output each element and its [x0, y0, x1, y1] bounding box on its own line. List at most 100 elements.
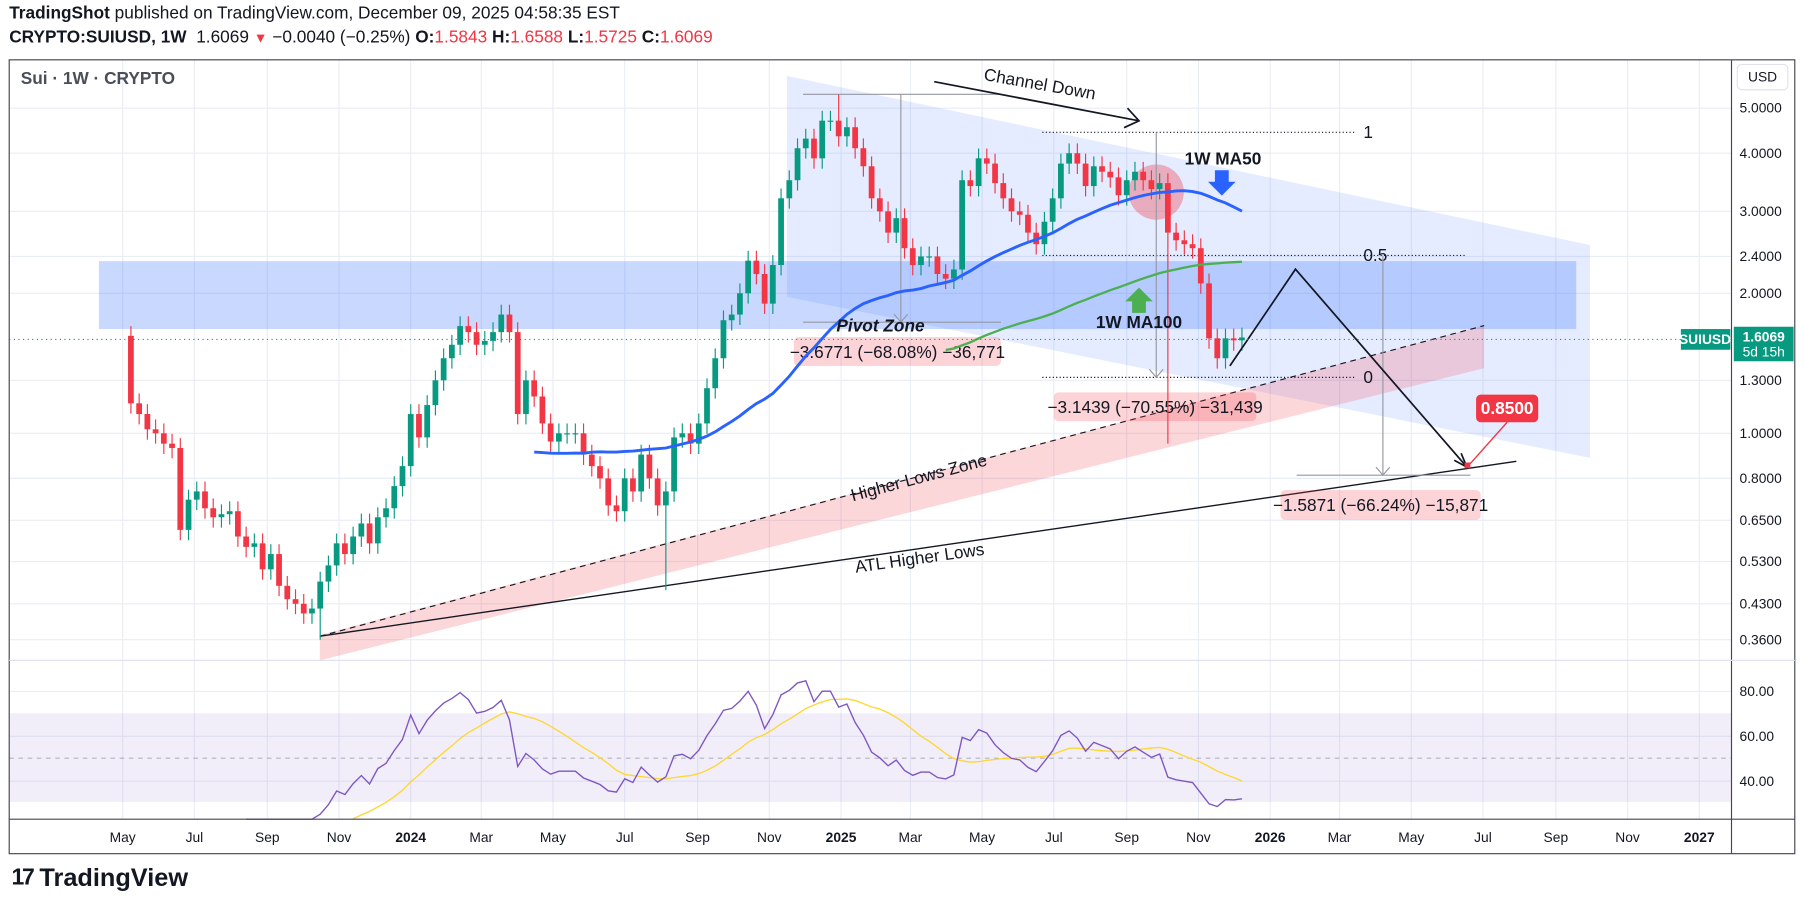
- candle[interactable]: [769, 255, 776, 314]
- candle[interactable]: [374, 507, 381, 554]
- candle[interactable]: [868, 156, 875, 209]
- atl-higher-lows-line[interactable]: [319, 460, 1517, 637]
- time-axis[interactable]: May Jul Sep Nov 2024 Mar May Jul Sep Nov 2025 Mar Ma…: [110, 830, 1715, 845]
- ma50-line[interactable]: [534, 189, 1243, 455]
- candle[interactable]: [309, 598, 315, 624]
- candle[interactable]: [687, 423, 694, 455]
- candle[interactable]: [276, 544, 282, 597]
- candle[interactable]: [490, 322, 496, 352]
- candle[interactable]: [753, 250, 760, 285]
- candle[interactable]: [844, 117, 850, 147]
- candle[interactable]: [506, 304, 513, 343]
- measure-tool-1[interactable]: [803, 93, 1001, 324]
- candle[interactable]: [901, 208, 908, 259]
- candle[interactable]: [975, 148, 982, 197]
- price-axis[interactable]: 5.0000 4.0000 3.0000 2.4000 2.0000 1.3000 1.00…: [1740, 101, 1783, 648]
- candle[interactable]: [407, 404, 414, 477]
- candle[interactable]: [333, 533, 340, 576]
- candle[interactable]: [819, 110, 826, 169]
- candle[interactable]: [1058, 153, 1064, 209]
- candle[interactable]: [152, 419, 159, 444]
- candle[interactable]: [885, 201, 891, 243]
- candle[interactable]: [440, 348, 447, 391]
- candle[interactable]: [712, 348, 719, 399]
- candle[interactable]: [547, 413, 554, 452]
- candle[interactable]: [457, 316, 463, 356]
- candle[interactable]: [613, 495, 620, 522]
- candle[interactable]: [662, 481, 669, 591]
- candle[interactable]: [267, 544, 274, 580]
- rsi-axis[interactable]: 80.00 60.00 40.00: [1740, 684, 1775, 789]
- candle[interactable]: [523, 370, 529, 425]
- candle[interactable]: [498, 304, 505, 343]
- candle[interactable]: [1074, 143, 1081, 174]
- candle[interactable]: [654, 468, 661, 516]
- candle[interactable]: [185, 489, 192, 541]
- pivot-zone[interactable]: [98, 261, 1577, 330]
- candle[interactable]: [325, 555, 332, 592]
- candle[interactable]: [1132, 161, 1138, 191]
- higher-lows-dashed-line[interactable]: [319, 325, 1485, 637]
- candle[interactable]: [597, 456, 603, 489]
- candle[interactable]: [1214, 328, 1221, 369]
- candle[interactable]: [580, 423, 587, 465]
- candle[interactable]: [317, 571, 324, 640]
- candle[interactable]: [893, 208, 900, 243]
- candle[interactable]: [1189, 234, 1196, 259]
- candle[interactable]: [465, 316, 472, 343]
- candle[interactable]: [1016, 201, 1023, 226]
- candle[interactable]: [737, 283, 743, 325]
- currency-button[interactable]: [1736, 63, 1789, 91]
- candle[interactable]: [1173, 222, 1179, 251]
- candle[interactable]: [1025, 204, 1031, 243]
- candle[interactable]: [671, 427, 677, 502]
- candle[interactable]: [794, 138, 801, 191]
- candle[interactable]: [424, 395, 431, 448]
- candle[interactable]: [144, 404, 151, 440]
- candle[interactable]: [638, 444, 645, 502]
- candle[interactable]: [1156, 173, 1163, 200]
- candle[interactable]: [449, 334, 455, 369]
- candle[interactable]: [514, 322, 521, 425]
- candle[interactable]: [630, 468, 636, 502]
- candle[interactable]: [860, 138, 867, 177]
- candle[interactable]: [605, 468, 612, 516]
- candle[interactable]: [292, 589, 299, 615]
- candle[interactable]: [1206, 273, 1212, 349]
- candle[interactable]: [169, 433, 175, 459]
- candle[interactable]: [588, 444, 595, 477]
- higher-lows-zone[interactable]: [319, 325, 1485, 661]
- candle[interactable]: [802, 128, 809, 159]
- candle[interactable]: [473, 322, 480, 356]
- candle[interactable]: [728, 304, 735, 331]
- rsi-line[interactable]: [246, 680, 1243, 820]
- candle[interactable]: [1082, 153, 1089, 197]
- publisher-name[interactable]: TradingShot: [9, 3, 110, 24]
- target-point[interactable]: [1464, 462, 1471, 469]
- projection-path[interactable]: [1229, 267, 1468, 468]
- candle[interactable]: [432, 370, 439, 416]
- candle[interactable]: [761, 264, 768, 314]
- candle[interactable]: [1140, 161, 1147, 191]
- candle[interactable]: [983, 148, 990, 174]
- candle[interactable]: [835, 94, 842, 147]
- candle[interactable]: [646, 444, 653, 489]
- candle[interactable]: [284, 575, 291, 610]
- candle[interactable]: [1041, 211, 1048, 255]
- candle[interactable]: [572, 423, 579, 444]
- candle[interactable]: [1049, 188, 1056, 233]
- candle[interactable]: [926, 246, 933, 267]
- candle[interactable]: [1181, 230, 1188, 255]
- candle[interactable]: [366, 513, 373, 554]
- candle[interactable]: [811, 128, 817, 169]
- candle[interactable]: [358, 513, 365, 547]
- target-label-box[interactable]: [1476, 394, 1539, 423]
- candle[interactable]: [128, 326, 134, 414]
- candle[interactable]: [226, 501, 233, 525]
- candle[interactable]: [210, 498, 217, 528]
- candle[interactable]: [876, 188, 883, 222]
- candle[interactable]: [1000, 173, 1007, 209]
- candle[interactable]: [564, 423, 570, 444]
- candle[interactable]: [1090, 156, 1097, 197]
